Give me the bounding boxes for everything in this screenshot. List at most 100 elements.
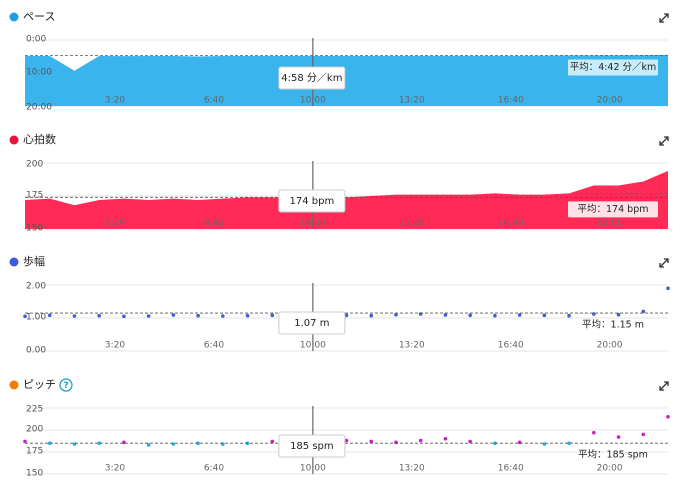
chart-title: 心拍数 (23, 132, 56, 146)
help-mark: ? (63, 381, 68, 391)
point (542, 313, 547, 318)
tooltip-label: 185 spm (290, 441, 334, 452)
expand-icon[interactable] (659, 381, 669, 391)
point (97, 313, 101, 318)
expand-icon[interactable] (659, 136, 669, 146)
average-box (568, 201, 658, 218)
x-tick-label: 3:20 (105, 219, 125, 229)
y-tick-label: 175 (26, 447, 43, 457)
x-tick-label: 20:00 (597, 464, 623, 474)
tooltip-box (278, 189, 346, 213)
x-tick-label: 13:20 (399, 96, 425, 106)
tooltip-box (278, 311, 346, 335)
y-tick-label: 150 (26, 224, 43, 234)
tooltip-box (278, 434, 346, 458)
expand-icon[interactable] (659, 13, 669, 23)
x-tick-label: 3:20 (105, 464, 125, 474)
point (122, 440, 126, 445)
y-tick-label: 10:00 (26, 68, 52, 78)
legend-dot (9, 12, 19, 22)
tooltip-label: 174 bpm (290, 196, 335, 207)
point (493, 313, 497, 318)
point (641, 432, 646, 437)
y-tick-label: 225 (26, 405, 43, 415)
y-tick-label: 0.00 (26, 346, 46, 356)
point (468, 439, 472, 444)
x-tick-label: 20:00 (597, 341, 623, 351)
y-tick-label: 20:00 (26, 103, 52, 113)
y-tick-label: 150 (26, 469, 43, 479)
x-tick-label: 6:40 (204, 96, 224, 106)
x-tick-label: 3:20 (105, 341, 125, 351)
expand-icon[interactable] (659, 258, 669, 268)
point (270, 439, 275, 444)
point (641, 309, 646, 314)
point (592, 430, 596, 435)
point (369, 313, 374, 318)
x-tick-label: 6:40 (204, 464, 224, 474)
x-tick-label: 16:40 (498, 464, 524, 474)
point (468, 313, 472, 318)
point (517, 313, 522, 317)
x-tick-label: 13:20 (399, 464, 425, 474)
y-tick-label: 1.00 (26, 313, 46, 323)
point (567, 441, 571, 446)
tooltip-label: 1.07 m (294, 318, 329, 329)
average-box (568, 59, 658, 76)
point (196, 441, 200, 446)
legend-dot (9, 135, 19, 145)
point (394, 312, 398, 317)
average-label: 平均：185 spm (578, 449, 648, 461)
average-label: 平均：4:42 分／km (570, 61, 657, 73)
x-tick-label: 16:40 (498, 341, 524, 351)
x-tick-label: 3:20 (105, 96, 125, 106)
point (122, 314, 126, 319)
area (25, 54, 668, 106)
point (270, 313, 275, 318)
point (23, 314, 27, 319)
point (72, 314, 77, 318)
x-tick-label: 13:20 (399, 341, 425, 351)
point (344, 438, 349, 443)
help-icon[interactable] (59, 378, 73, 392)
point (171, 313, 176, 317)
point (369, 439, 374, 444)
chart-title: ペース (23, 10, 55, 23)
tooltip-label: 4:58 分／km (281, 72, 342, 84)
average-label: 平均：1.15 m (582, 319, 644, 331)
chart-title: 歩幅 (23, 254, 45, 268)
point (97, 441, 101, 446)
tooltip-box (278, 66, 346, 90)
point (666, 286, 670, 291)
x-tick-label: 6:40 (204, 219, 224, 229)
average-label: 平均：174 bpm (578, 203, 649, 215)
x-tick-label: 6:40 (204, 341, 224, 351)
y-tick-label: 175 (26, 191, 43, 201)
point (196, 313, 200, 318)
legend-dot (9, 380, 19, 390)
x-tick-label: 16:40 (498, 219, 524, 229)
x-tick-label: 20:00 (597, 219, 623, 229)
point (146, 443, 151, 447)
point (221, 314, 225, 318)
y-tick-label: 2.00 (26, 282, 46, 292)
area (25, 170, 668, 229)
chart: 歩幅0.001.002.003:20 6:40 10:00 13:20 16:40 20:… (9, 254, 670, 356)
point (443, 313, 448, 317)
point (493, 441, 497, 446)
x-tick-label: 16:40 (498, 96, 524, 106)
point (616, 312, 621, 317)
chart-title: ピッチ (23, 378, 56, 391)
x-tick-label: 20:00 (597, 96, 623, 106)
point (23, 439, 27, 444)
y-tick-label: 200 (26, 160, 43, 170)
point (418, 438, 423, 443)
x-tick-label: 13:20 (399, 219, 425, 229)
point (245, 313, 250, 318)
y-tick-label: 0:00 (26, 35, 46, 45)
legend-dot (9, 257, 19, 267)
point (443, 437, 448, 441)
